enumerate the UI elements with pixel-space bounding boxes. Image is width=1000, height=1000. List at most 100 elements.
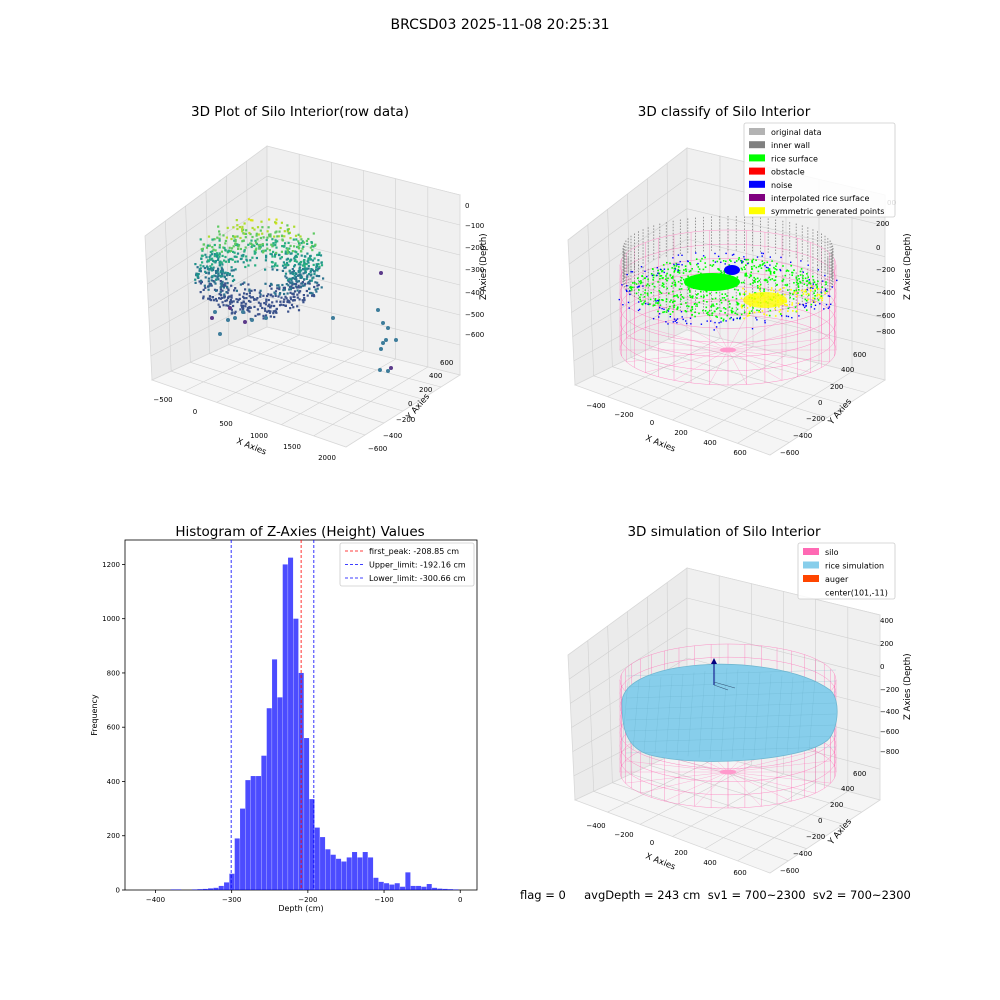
noise-point — [656, 274, 658, 277]
raw-point — [259, 243, 262, 246]
raw-point — [268, 303, 271, 306]
noise-point — [802, 303, 804, 306]
noise-point — [761, 255, 763, 257]
rice-surface-point — [672, 290, 674, 293]
raw-point — [299, 263, 302, 266]
rice-surface-point — [646, 292, 649, 295]
raw-point — [294, 258, 297, 261]
rice-surface-point — [720, 299, 722, 301]
rice-simulation-surface — [621, 663, 838, 762]
classify-z-tick: 0 — [876, 244, 880, 252]
rice-surface-point — [662, 311, 664, 314]
raw-point — [212, 259, 215, 262]
raw-point — [200, 248, 203, 251]
raw-point — [248, 292, 251, 295]
classify-x-tick: −200 — [614, 411, 633, 419]
raw-point — [225, 236, 228, 239]
noise-point — [706, 320, 708, 322]
rice-surface-point — [793, 289, 796, 292]
noise-point — [817, 269, 819, 271]
raw-point — [242, 261, 245, 264]
raw-point — [291, 271, 294, 274]
raw-point — [278, 254, 281, 257]
histogram-y-label: Frequency — [90, 694, 99, 736]
raw-point — [304, 269, 307, 272]
raw-point — [232, 269, 235, 272]
noise-point — [800, 260, 802, 262]
raw-point — [215, 271, 218, 275]
rice-surface-point — [741, 305, 743, 307]
silo-spoke — [626, 337, 729, 351]
histogram-bar — [170, 889, 176, 890]
raw-point — [257, 244, 260, 247]
raw-point — [226, 282, 229, 285]
noise-point — [805, 305, 807, 307]
raw-point — [308, 291, 312, 295]
rice-surface-point — [667, 277, 669, 280]
raw-point — [196, 272, 199, 275]
rice-surface-point — [687, 275, 689, 278]
rice-surface-point — [665, 300, 668, 303]
simulation-z-tick: −200 — [880, 686, 899, 694]
raw-point — [298, 267, 301, 270]
rice-surface-point — [792, 298, 795, 300]
histogram-bar — [384, 883, 390, 890]
raw-point — [285, 276, 288, 279]
symmetric-point — [803, 290, 805, 293]
rice-surface-point — [662, 299, 664, 302]
noise-point — [787, 315, 790, 318]
raw-point — [251, 296, 254, 299]
raw-point — [237, 298, 240, 301]
raw-point — [302, 301, 305, 304]
raw-point — [259, 229, 262, 232]
raw-point — [262, 251, 265, 254]
raw-point — [265, 238, 268, 242]
noise-point — [644, 270, 646, 272]
rice-surface-point — [728, 300, 730, 303]
rice-surface-point — [742, 260, 744, 263]
histogram-x-tick-label: −300 — [222, 896, 241, 904]
raw-point — [235, 289, 238, 292]
raw-point — [305, 262, 308, 266]
rice-surface-point — [776, 283, 778, 286]
raw-point — [200, 279, 203, 282]
classify-legend-swatch — [749, 154, 765, 162]
raw-point — [262, 314, 265, 317]
rice-surface-point — [683, 278, 685, 281]
raw-point — [273, 304, 276, 308]
rice-surface-point — [752, 282, 754, 284]
raw-point — [211, 263, 214, 266]
raw-point — [226, 272, 229, 275]
rice-surface-point — [688, 287, 690, 289]
raw-point — [283, 288, 286, 291]
rice-surface-point — [710, 305, 712, 308]
raw-point — [299, 286, 302, 289]
rice-surface-point — [671, 267, 673, 269]
classify-x-tick: 200 — [674, 429, 687, 437]
raw-point — [219, 280, 222, 283]
histogram-bar — [218, 885, 224, 890]
rice-surface-point — [810, 286, 813, 289]
rice-surface-point — [678, 266, 680, 268]
raw-point — [268, 311, 271, 314]
raw-point — [217, 278, 220, 281]
rice-surface-point — [687, 288, 690, 291]
histogram-bar — [410, 885, 416, 890]
silo-spoke — [645, 327, 729, 351]
silo-spoke — [727, 771, 816, 794]
symmetric-point — [818, 294, 821, 296]
simulation-panel-title: 3D simulation of Silo Interior — [627, 524, 821, 540]
raw-point — [271, 238, 274, 241]
rice-surface-point — [796, 281, 798, 284]
rice-surface-point — [696, 303, 698, 305]
raw-point — [207, 235, 211, 238]
raw-point — [230, 258, 233, 261]
raw-point — [278, 286, 281, 289]
raw-point — [255, 256, 258, 260]
rice-surface-point — [675, 262, 678, 265]
raw-point — [214, 282, 217, 285]
raw-point — [300, 269, 303, 272]
raw-point — [274, 309, 277, 312]
rice-surface-point — [746, 275, 748, 277]
raw-outlier-point — [243, 320, 247, 324]
